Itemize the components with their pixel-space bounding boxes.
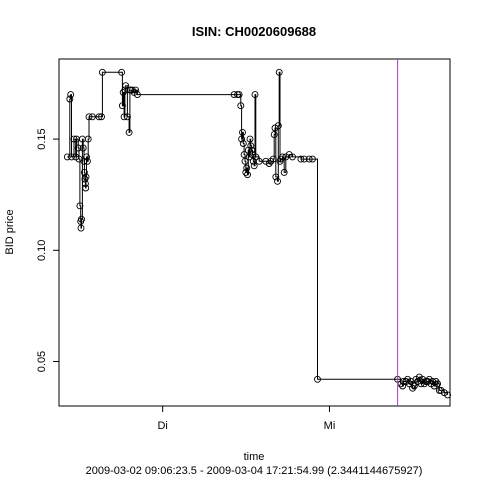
data-point: [243, 164, 251, 172]
data-point: [123, 113, 131, 121]
chart-title: ISIN: CH0020609688: [192, 24, 316, 39]
data-point: [424, 378, 432, 385]
data-point: [88, 113, 96, 121]
data-point: [98, 113, 105, 121]
data-point: [119, 88, 127, 96]
data-point: [399, 378, 407, 385]
data-point: [79, 144, 87, 152]
data-point: [410, 382, 418, 390]
y-axis-label: BID price: [4, 209, 16, 254]
data-point: [82, 184, 90, 192]
data-point: [272, 173, 280, 181]
data-point: [242, 168, 250, 176]
y-tick-label: 0.15: [36, 128, 48, 149]
chart-marks: [63, 59, 452, 406]
data-point: [275, 68, 283, 76]
data-point: [314, 375, 321, 383]
data-point: [248, 146, 256, 154]
data-point: [84, 135, 92, 143]
data-point: [132, 86, 140, 94]
data-point: [409, 384, 417, 392]
data-point: [265, 160, 273, 167]
data-point: [270, 131, 278, 139]
data-point: [133, 91, 141, 99]
data-point: [238, 135, 246, 143]
data-point: [252, 153, 260, 161]
data-point: [120, 113, 128, 121]
data-point: [118, 68, 126, 76]
data-point: [125, 128, 133, 136]
data-point: [434, 380, 442, 388]
data-point: [63, 153, 71, 161]
data-point: [444, 391, 452, 399]
x-tick-label: Di: [157, 420, 167, 432]
data-point: [77, 224, 85, 232]
data-point: [241, 157, 249, 165]
plot-frame: [58, 58, 451, 407]
data-point: [269, 155, 277, 163]
data-point: [274, 122, 282, 130]
data-point: [78, 215, 85, 223]
data-point: [95, 113, 103, 121]
data-point: [262, 157, 270, 165]
data-point: [66, 95, 74, 103]
data-point: [402, 378, 410, 385]
data-point: [82, 173, 90, 181]
data-point: [244, 171, 251, 179]
data-point: [239, 140, 247, 147]
data-point: [83, 157, 91, 165]
data-point: [297, 155, 305, 163]
x-axis-label: time: [244, 451, 265, 463]
data-point: [305, 155, 313, 163]
data-point: [250, 162, 258, 170]
data-point: [300, 155, 308, 163]
data-point: [237, 102, 245, 110]
data-point: [68, 153, 75, 161]
data-point: [67, 91, 75, 99]
data-point: [279, 153, 286, 161]
series-line-0: [67, 71, 449, 395]
data-point: [289, 153, 296, 161]
data-point: [280, 168, 288, 176]
data-point: [230, 91, 238, 99]
data-point: [122, 82, 130, 90]
data-point: [74, 144, 82, 152]
data-point: [70, 135, 78, 143]
data-point: [118, 102, 126, 110]
x-axis-subtitle: 2009-03-02 09:06:23.5 - 2009-03-04 17:21…: [86, 465, 423, 477]
x-tick-label: Mi: [324, 420, 336, 432]
data-point: [235, 91, 243, 99]
data-point: [246, 135, 254, 143]
y-tick-label: 0.05: [36, 351, 48, 372]
data-point: [399, 382, 407, 390]
data-point: [282, 153, 290, 161]
data-point: [309, 155, 316, 163]
data-point: [274, 177, 281, 185]
data-point: [80, 168, 88, 176]
data-point: [83, 153, 90, 161]
data-point: [98, 68, 106, 76]
data-point: [85, 113, 93, 121]
data-point: [239, 128, 246, 136]
data-point: [247, 142, 255, 150]
y-tick-label: 0.10: [36, 240, 48, 261]
data-point: [255, 157, 263, 165]
data-point: [76, 202, 84, 210]
axes: 0.05 0.10 0.15 Di Mi: [36, 128, 335, 432]
data-point: [128, 86, 136, 94]
data-point: [251, 91, 259, 99]
data-point: [81, 180, 89, 188]
